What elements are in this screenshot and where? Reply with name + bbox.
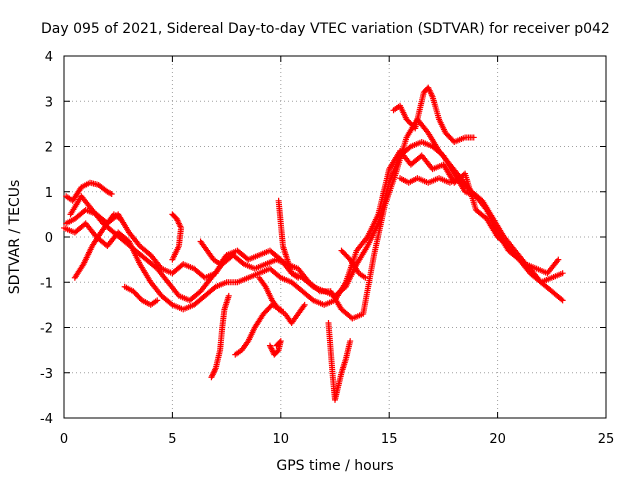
x-tick-label: 25 — [598, 432, 615, 447]
data-point — [362, 274, 369, 281]
y-tick-label: -3 — [40, 367, 53, 382]
x-axis-label: GPS time / hours — [276, 458, 393, 474]
x-tick-label: 5 — [168, 432, 176, 447]
data-point — [406, 144, 413, 151]
axis-ticks — [63, 55, 607, 419]
data-point — [315, 287, 322, 294]
series-track-p — [390, 84, 477, 145]
y-tick-label: 1 — [45, 186, 53, 201]
series-track-g — [169, 211, 185, 263]
series-track-f — [121, 283, 161, 308]
series-track-e — [71, 211, 124, 281]
data-point — [559, 297, 566, 304]
data-point — [211, 284, 218, 291]
data-point — [276, 273, 283, 280]
y-tick-label: 3 — [45, 95, 53, 110]
grid — [64, 56, 606, 418]
series-track-q — [397, 175, 471, 191]
y-tick-label: -2 — [40, 322, 53, 337]
data-point — [295, 274, 302, 281]
series-track-o — [338, 247, 369, 281]
data-point — [463, 182, 470, 189]
data-point — [154, 297, 161, 304]
series-track-l — [266, 338, 284, 358]
data-markers — [61, 84, 566, 403]
data-point — [308, 296, 315, 303]
data-point — [464, 184, 471, 191]
series-track-k — [256, 274, 308, 326]
series-track-i — [208, 292, 232, 381]
data-point — [555, 256, 562, 263]
series-track-n — [325, 319, 354, 403]
data-point — [239, 260, 246, 267]
chart-title: Day 095 of 2021, Sidereal Day-to-day VTE… — [41, 21, 610, 37]
data-point — [559, 270, 566, 277]
data-point — [273, 342, 280, 349]
series-track-h — [197, 238, 230, 268]
y-axis-tick-labels: -4 -3 -2 -1 0 1 2 3 4 — [40, 50, 53, 427]
x-tick-label: 10 — [273, 432, 290, 447]
y-tick-label: 4 — [45, 50, 53, 65]
series-track-a — [63, 179, 115, 204]
y-tick-label: 2 — [45, 141, 53, 156]
x-tick-label: 0 — [60, 432, 68, 447]
data-point — [558, 296, 565, 303]
data-point — [347, 338, 354, 345]
data-point — [223, 252, 230, 259]
data-point — [117, 215, 124, 222]
data-point — [225, 292, 232, 299]
data-point — [169, 256, 176, 263]
x-axis-tick-labels: 0 5 10 15 20 25 — [60, 432, 614, 447]
y-tick-label: -1 — [40, 276, 53, 291]
series-track-j — [232, 301, 284, 358]
data-point — [168, 300, 175, 307]
data-point — [108, 191, 115, 198]
y-tick-label: -4 — [40, 412, 53, 427]
data-point — [470, 134, 477, 141]
series-track-m — [275, 197, 302, 281]
data-point — [274, 341, 281, 348]
y-axis-label: SDTVAR / TECUs — [7, 180, 23, 295]
y-tick-label: 0 — [45, 231, 53, 246]
x-tick-label: 15 — [381, 432, 398, 447]
data-point — [301, 301, 308, 308]
x-tick-label: 20 — [489, 432, 506, 447]
